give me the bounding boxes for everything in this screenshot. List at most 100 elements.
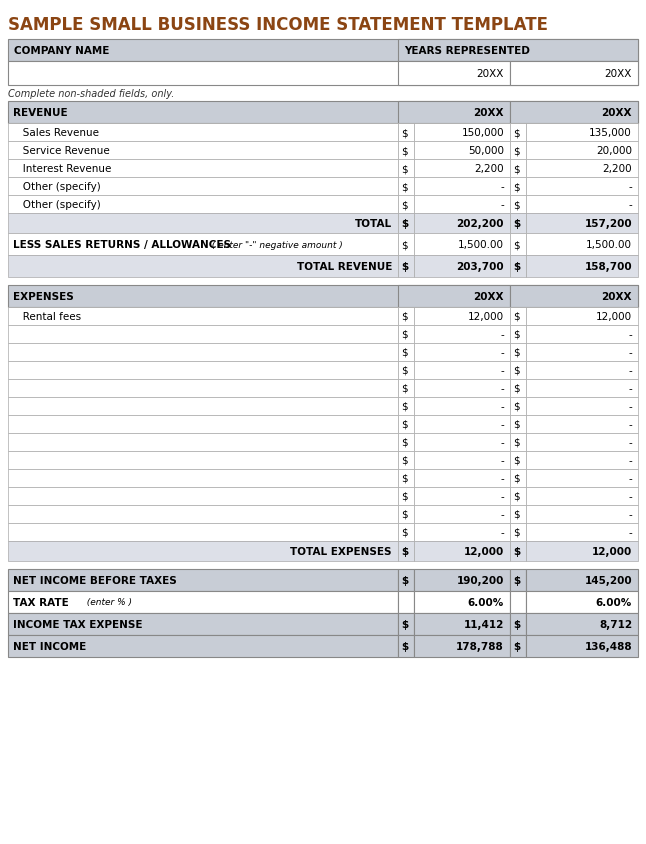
Text: -: - bbox=[629, 365, 632, 376]
Text: 20XX: 20XX bbox=[474, 292, 504, 301]
Bar bbox=[398, 434, 414, 452]
Bar bbox=[8, 214, 398, 234]
Text: 158,700: 158,700 bbox=[585, 262, 632, 272]
Text: -: - bbox=[500, 383, 504, 393]
Text: TOTAL: TOTAL bbox=[355, 219, 392, 229]
Bar bbox=[8, 344, 398, 361]
Bar bbox=[414, 142, 510, 160]
Bar bbox=[414, 307, 510, 326]
Text: -: - bbox=[629, 491, 632, 501]
Bar bbox=[510, 570, 526, 592]
Text: $: $ bbox=[401, 456, 408, 465]
Bar bbox=[414, 326, 510, 344]
Bar bbox=[8, 102, 638, 124]
Bar bbox=[526, 541, 638, 561]
Bar bbox=[526, 234, 638, 256]
Text: 145,200: 145,200 bbox=[585, 576, 632, 585]
Bar bbox=[526, 570, 638, 592]
Bar bbox=[8, 614, 398, 636]
Bar bbox=[510, 102, 638, 124]
Text: $: $ bbox=[401, 240, 408, 250]
Text: $: $ bbox=[513, 146, 519, 156]
Text: 20XX: 20XX bbox=[601, 108, 632, 118]
Text: $: $ bbox=[401, 491, 408, 501]
Bar bbox=[8, 570, 398, 592]
Text: -: - bbox=[500, 365, 504, 376]
Bar bbox=[8, 523, 398, 541]
Bar bbox=[510, 361, 526, 380]
Bar bbox=[398, 452, 414, 469]
Bar bbox=[414, 214, 510, 234]
Text: Other (specify): Other (specify) bbox=[13, 200, 101, 210]
Bar bbox=[526, 380, 638, 398]
Text: $: $ bbox=[513, 491, 519, 501]
Bar bbox=[414, 398, 510, 415]
Bar bbox=[526, 361, 638, 380]
Text: REVENUE: REVENUE bbox=[13, 108, 68, 118]
Bar bbox=[8, 326, 398, 344]
Bar bbox=[414, 523, 510, 541]
Bar bbox=[414, 488, 510, 506]
Bar bbox=[398, 570, 414, 592]
Text: 20XX: 20XX bbox=[474, 108, 504, 118]
Text: 12,000: 12,000 bbox=[592, 546, 632, 556]
Text: NET INCOME BEFORE TAXES: NET INCOME BEFORE TAXES bbox=[13, 576, 177, 585]
Bar bbox=[510, 434, 526, 452]
Text: -: - bbox=[500, 473, 504, 484]
Bar bbox=[414, 178, 510, 196]
Text: $: $ bbox=[513, 240, 519, 250]
Bar bbox=[414, 636, 510, 657]
Text: $: $ bbox=[513, 383, 519, 393]
Bar bbox=[526, 326, 638, 344]
Text: $: $ bbox=[401, 219, 408, 229]
Bar bbox=[398, 307, 414, 326]
Text: -: - bbox=[500, 402, 504, 412]
Text: -: - bbox=[629, 437, 632, 447]
Text: $: $ bbox=[401, 641, 408, 652]
Bar bbox=[510, 124, 526, 142]
Bar bbox=[414, 344, 510, 361]
Bar bbox=[510, 285, 638, 307]
Bar bbox=[526, 160, 638, 178]
Bar bbox=[510, 234, 526, 256]
Bar bbox=[510, 415, 526, 434]
Bar bbox=[510, 178, 526, 196]
Text: -: - bbox=[500, 437, 504, 447]
Text: 202,200: 202,200 bbox=[457, 219, 504, 229]
Bar bbox=[510, 256, 526, 278]
Bar bbox=[510, 196, 526, 214]
Text: $: $ bbox=[513, 402, 519, 412]
Bar bbox=[398, 614, 414, 636]
Bar bbox=[8, 196, 398, 214]
Text: 150,000: 150,000 bbox=[461, 127, 504, 138]
Bar bbox=[510, 636, 526, 657]
Bar bbox=[414, 160, 510, 178]
Text: $: $ bbox=[401, 262, 408, 272]
Bar bbox=[526, 614, 638, 636]
Bar bbox=[526, 398, 638, 415]
Bar bbox=[8, 285, 638, 307]
Bar bbox=[526, 452, 638, 469]
Bar bbox=[510, 307, 526, 326]
Bar bbox=[398, 160, 414, 178]
Text: $: $ bbox=[401, 528, 408, 538]
Text: $: $ bbox=[401, 146, 408, 156]
Text: 20XX: 20XX bbox=[601, 292, 632, 301]
Bar bbox=[414, 124, 510, 142]
Text: $: $ bbox=[513, 311, 519, 322]
Text: $: $ bbox=[401, 200, 408, 210]
Text: -: - bbox=[500, 528, 504, 538]
Bar bbox=[510, 488, 526, 506]
Bar bbox=[398, 469, 414, 488]
Bar bbox=[414, 434, 510, 452]
Bar bbox=[398, 196, 414, 214]
Text: -: - bbox=[629, 383, 632, 393]
Bar bbox=[526, 434, 638, 452]
Bar bbox=[398, 523, 414, 541]
Bar bbox=[398, 541, 414, 561]
Bar bbox=[526, 469, 638, 488]
Text: -: - bbox=[629, 473, 632, 484]
Bar bbox=[526, 592, 638, 614]
Text: LESS SALES RETURNS / ALLOWANCES: LESS SALES RETURNS / ALLOWANCES bbox=[13, 240, 231, 250]
Text: TAX RATE: TAX RATE bbox=[13, 598, 68, 608]
